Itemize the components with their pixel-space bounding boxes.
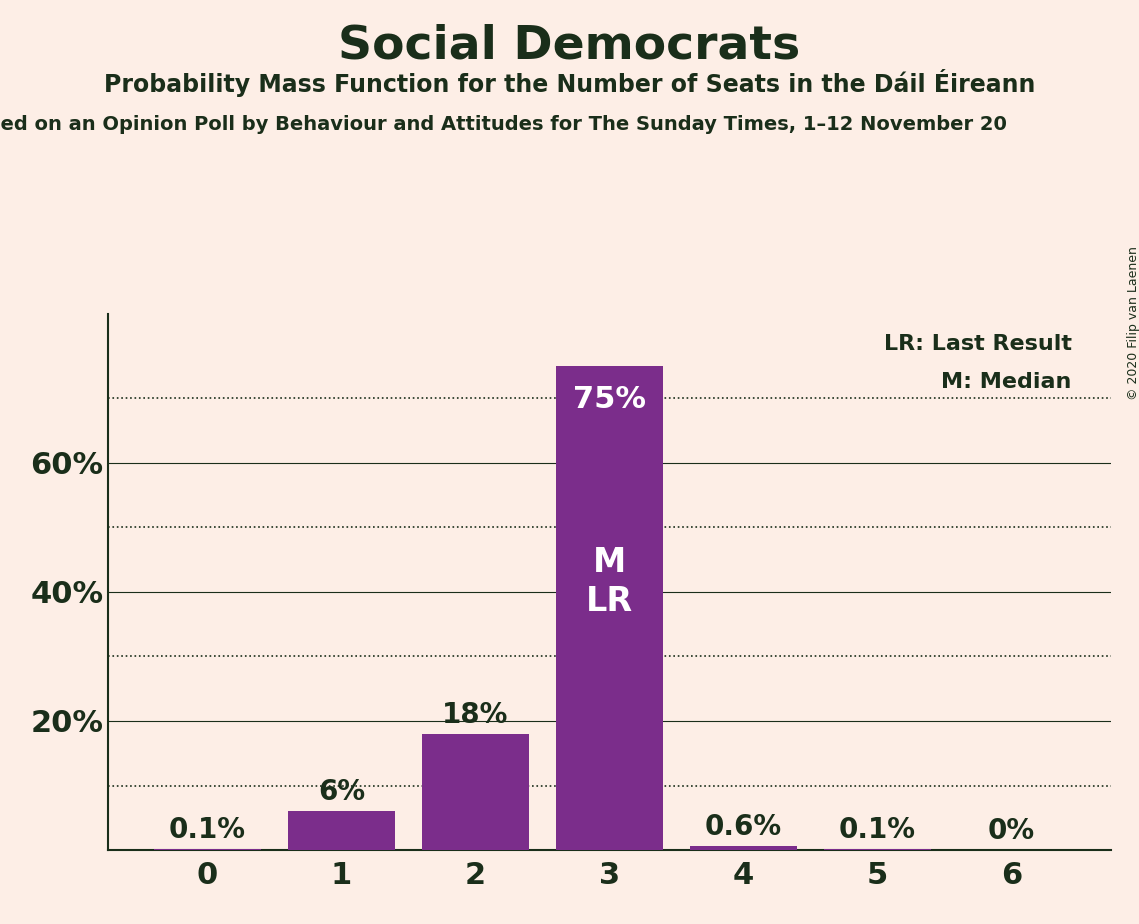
Text: LR: LR [585,585,633,617]
Bar [556,366,663,850]
Bar [690,846,797,850]
Text: Probability Mass Function for the Number of Seats in the Dáil Éireann: Probability Mass Function for the Number… [104,69,1035,97]
Text: 0.6%: 0.6% [705,813,782,841]
Text: © 2020 Filip van Laenen: © 2020 Filip van Laenen [1126,247,1139,400]
Text: LR: Last Result: LR: Last Result [884,334,1072,354]
Bar [288,811,395,850]
Text: 0%: 0% [988,817,1035,845]
Text: 0.1%: 0.1% [169,816,246,845]
Text: 18%: 18% [442,700,508,729]
Text: M: M [592,546,626,579]
Text: Social Democrats: Social Democrats [338,23,801,68]
Bar [421,734,528,850]
Text: sed on an Opinion Poll by Behaviour and Attitudes for The Sunday Times, 1–12 Nov: sed on an Opinion Poll by Behaviour and … [0,116,1007,135]
Text: 75%: 75% [573,385,646,414]
Text: 0.1%: 0.1% [838,816,916,845]
Text: 6%: 6% [318,778,364,806]
Text: M: Median: M: Median [941,372,1072,393]
